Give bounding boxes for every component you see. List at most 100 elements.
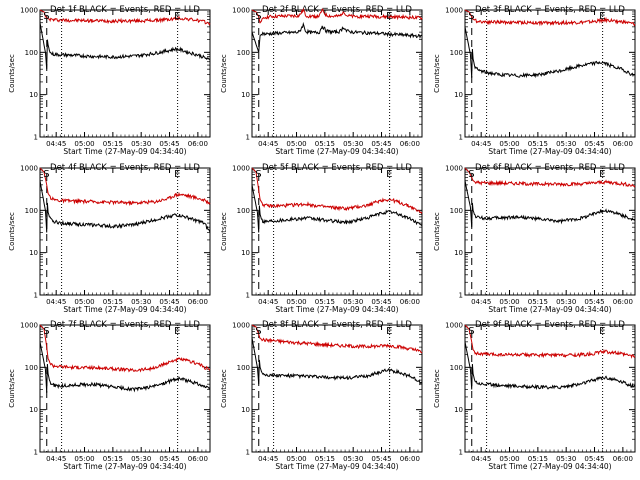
x-tick-label: 05:30 <box>343 298 363 306</box>
x-tick-label: 05:15 <box>315 140 335 148</box>
x-tick-label: 05:15 <box>315 298 335 306</box>
x-tick-label: 04:45 <box>258 298 278 306</box>
chart-panel-4: Det 4f BLACK = Events, RED = LLD11010010… <box>8 163 211 314</box>
x-tick-label: 05:00 <box>499 298 519 306</box>
end-marker: E <box>599 169 605 180</box>
x-tick-label: 05:15 <box>315 455 335 463</box>
x-tick-label: 05:45 <box>159 455 179 463</box>
x-tick-label: 05:00 <box>286 140 306 148</box>
x-axis-label: Start Time (27-May-09 04:34:40) <box>275 147 398 156</box>
chart-panel-9: Det 9f BLACK = Events, RED = LLD11010010… <box>433 320 636 471</box>
x-tick-label: 04:45 <box>471 298 491 306</box>
x-axis-label: Start Time (27-May-09 04:34:40) <box>275 305 398 314</box>
y-tick-label: 1 <box>34 134 38 142</box>
x-tick-label: 05:15 <box>528 298 548 306</box>
y-tick-label: 1000 <box>20 165 38 173</box>
x-tick-label: 06:00 <box>400 455 420 463</box>
y-axis-label: Counts/sec <box>433 54 441 93</box>
x-tick-label: 05:30 <box>343 140 363 148</box>
y-tick-label: 1 <box>246 292 250 300</box>
y-tick-label: 1 <box>459 134 463 142</box>
y-tick-label: 100 <box>450 49 463 57</box>
y-axis-label: Counts/sec <box>220 54 228 93</box>
chart-panel-8: Det 8f BLACK = Events, RED = LLD11010010… <box>220 320 423 471</box>
x-tick-label: 05:15 <box>103 140 123 148</box>
plot-frame <box>251 167 423 296</box>
x-tick-label: 05:45 <box>584 455 604 463</box>
events-series-line <box>464 180 636 228</box>
x-axis-label: Start Time (27-May-09 04:34:40) <box>488 305 611 314</box>
x-tick-label: 05:30 <box>131 140 151 148</box>
y-tick-label: 100 <box>450 364 463 372</box>
events-series-line <box>251 184 423 233</box>
y-tick-label: 1000 <box>20 7 38 15</box>
y-axis-label: Counts/sec <box>220 212 228 251</box>
end-marker: E <box>599 11 605 22</box>
y-tick-label: 10 <box>454 406 463 414</box>
x-tick-label: 05:45 <box>159 298 179 306</box>
x-tick-label: 06:00 <box>400 140 420 148</box>
y-tick-label: 1 <box>34 449 38 457</box>
y-tick-label: 10 <box>241 91 250 99</box>
x-tick-label: 05:45 <box>371 140 391 148</box>
start-marker: S <box>43 11 49 22</box>
y-tick-label: 100 <box>237 364 250 372</box>
lld-series-line <box>39 9 211 26</box>
x-tick-label: 06:00 <box>613 298 633 306</box>
chart-panel-1: Det 1f BLACK = Events, RED = LLD11010010… <box>8 5 211 156</box>
x-tick-label: 05:30 <box>131 298 151 306</box>
x-tick-label: 05:15 <box>103 455 123 463</box>
x-tick-label: 05:45 <box>584 298 604 306</box>
lld-series-line <box>464 324 636 359</box>
x-tick-label: 05:30 <box>131 455 151 463</box>
x-tick-label: 05:00 <box>74 455 94 463</box>
start-marker: S <box>255 11 261 22</box>
end-marker: E <box>386 169 392 180</box>
y-tick-label: 100 <box>25 49 38 57</box>
plot-frame <box>39 167 211 296</box>
x-tick-label: 04:45 <box>46 298 66 306</box>
x-tick-label: 05:30 <box>556 140 576 148</box>
plot-frame <box>464 167 636 296</box>
x-tick-label: 04:45 <box>46 455 66 463</box>
plot-frame <box>39 9 211 138</box>
y-tick-label: 1 <box>246 449 250 457</box>
x-axis-label: Start Time (27-May-09 04:34:40) <box>63 147 186 156</box>
x-tick-label: 05:00 <box>499 455 519 463</box>
y-tick-label: 10 <box>29 91 38 99</box>
y-axis-label: Counts/sec <box>8 212 16 251</box>
y-axis-label: Counts/sec <box>433 212 441 251</box>
events-series-line <box>39 341 211 393</box>
y-tick-label: 100 <box>237 49 250 57</box>
events-series-line <box>251 337 423 386</box>
chart-panel-3: Det 3f BLACK = Events, RED = LLD11010010… <box>433 5 636 156</box>
y-tick-label: 1000 <box>445 165 463 173</box>
x-tick-label: 05:15 <box>528 140 548 148</box>
x-axis-label: Start Time (27-May-09 04:34:40) <box>488 462 611 471</box>
x-axis-label: Start Time (27-May-09 04:34:40) <box>63 305 186 314</box>
y-tick-label: 1000 <box>445 322 463 330</box>
y-tick-label: 1000 <box>232 165 250 173</box>
y-tick-label: 1 <box>34 292 38 300</box>
x-tick-label: 05:45 <box>584 140 604 148</box>
x-tick-label: 05:30 <box>556 455 576 463</box>
y-tick-label: 1 <box>459 449 463 457</box>
y-axis-label: Counts/sec <box>8 369 16 408</box>
events-series-line <box>464 341 636 391</box>
y-tick-label: 10 <box>241 249 250 257</box>
lld-series-line <box>251 167 423 214</box>
plot-frame <box>251 324 423 453</box>
lld-series-line <box>39 324 211 373</box>
y-axis-label: Counts/sec <box>433 369 441 408</box>
x-axis-label: Start Time (27-May-09 04:34:40) <box>63 462 186 471</box>
x-tick-label: 06:00 <box>188 140 208 148</box>
x-tick-label: 05:45 <box>371 455 391 463</box>
x-tick-label: 05:00 <box>74 140 94 148</box>
start-marker: S <box>468 11 474 22</box>
y-tick-label: 10 <box>454 91 463 99</box>
y-tick-label: 10 <box>29 249 38 257</box>
events-series-line <box>251 21 423 53</box>
lld-series-line <box>464 167 636 188</box>
y-tick-label: 1 <box>246 134 250 142</box>
